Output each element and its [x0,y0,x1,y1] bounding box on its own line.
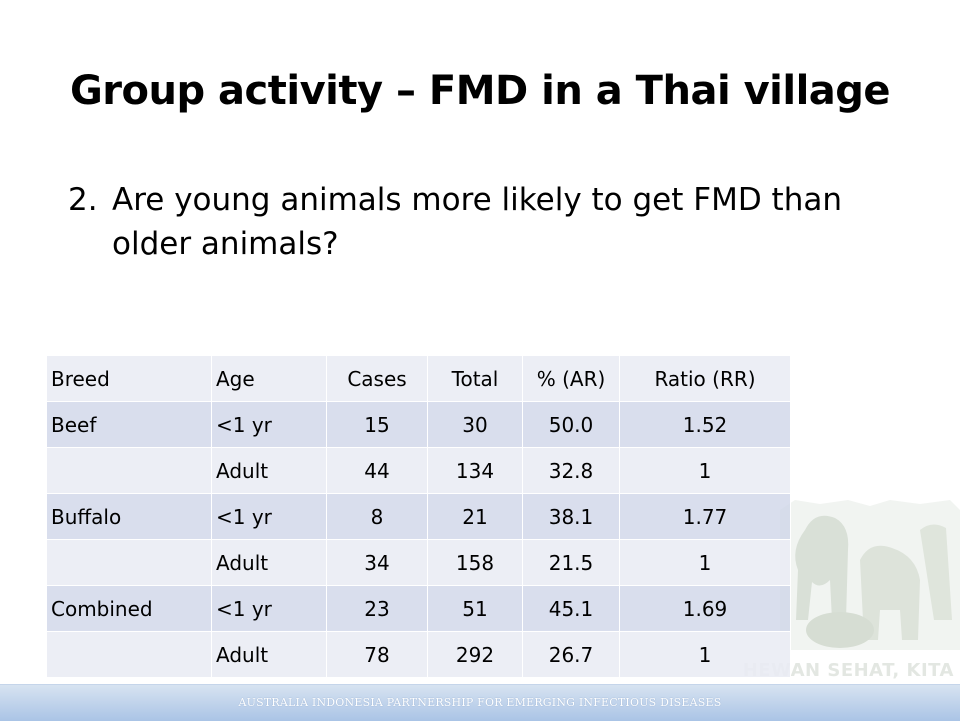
header-breed: Breed [47,356,212,402]
cell-age: Adult [211,447,327,494]
cell-age: Adult [211,631,327,678]
cell-cases: 15 [326,401,428,448]
data-table: Breed Age Cases Total % (AR) Ratio (RR) … [47,356,791,678]
table-row: Buffalo <1 yr 8 21 38.1 1.77 [47,493,791,540]
cell-ar: 50.0 [522,401,620,448]
cell-breed: Beef [47,401,212,448]
cell-total: 30 [427,401,523,448]
table-row: Adult 34 158 21.5 1 [47,539,791,586]
question-number: 2. [68,182,98,218]
cell-cases: 78 [326,631,428,678]
cell-age: <1 yr [211,401,327,448]
header-ar: % (AR) [522,356,620,402]
cell-total: 51 [427,585,523,632]
header-cases: Cases [326,356,428,402]
cell-ar: 21.5 [522,539,620,586]
slide-title: Group activity – FMD in a Thai village [69,68,891,114]
cell-ar: 38.1 [522,493,620,540]
table-header-row: Breed Age Cases Total % (AR) Ratio (RR) [47,356,791,402]
table-row: Adult 44 134 32.8 1 [47,447,791,494]
cell-total: 158 [427,539,523,586]
header-age: Age [211,356,327,402]
cell-rr: 1.77 [619,493,791,540]
question-text: Are young animals more likely to get FMD… [112,182,842,262]
footer-band: AUSTRALIA INDONESIA PARTNERSHIP FOR EMER… [0,684,960,721]
cell-rr: 1 [619,539,791,586]
cell-rr: 1 [619,447,791,494]
cell-total: 21 [427,493,523,540]
cell-ar: 26.7 [522,631,620,678]
header-total: Total [427,356,523,402]
cell-breed [47,539,212,586]
cell-ar: 45.1 [522,585,620,632]
table-row: Combined <1 yr 23 51 45.1 1.69 [47,585,791,632]
cell-total: 134 [427,447,523,494]
cell-rr: 1 [619,631,791,678]
cell-ar: 32.8 [522,447,620,494]
cell-breed [47,447,212,494]
cell-total: 292 [427,631,523,678]
cell-breed [47,631,212,678]
livestock-silhouette-icon [780,500,960,650]
table-row: Adult 78 292 26.7 1 [47,631,791,678]
cell-rr: 1.69 [619,585,791,632]
table-row: Beef <1 yr 15 30 50.0 1.52 [47,401,791,448]
cell-cases: 8 [326,493,428,540]
cell-rr: 1.52 [619,401,791,448]
question: 2. Are young animals more likely to get … [68,178,888,266]
cell-age: Adult [211,539,327,586]
cell-age: <1 yr [211,493,327,540]
cell-cases: 23 [326,585,428,632]
cell-cases: 44 [326,447,428,494]
header-rr: Ratio (RR) [619,356,791,402]
cell-age: <1 yr [211,585,327,632]
footer-text: AUSTRALIA INDONESIA PARTNERSHIP FOR EMER… [238,696,722,709]
cell-breed: Buffalo [47,493,212,540]
cell-breed: Combined [47,585,212,632]
cell-cases: 34 [326,539,428,586]
